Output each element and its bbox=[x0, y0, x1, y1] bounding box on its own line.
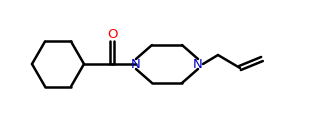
Text: O: O bbox=[107, 29, 117, 41]
Text: N: N bbox=[193, 58, 203, 70]
Text: N: N bbox=[131, 58, 141, 70]
